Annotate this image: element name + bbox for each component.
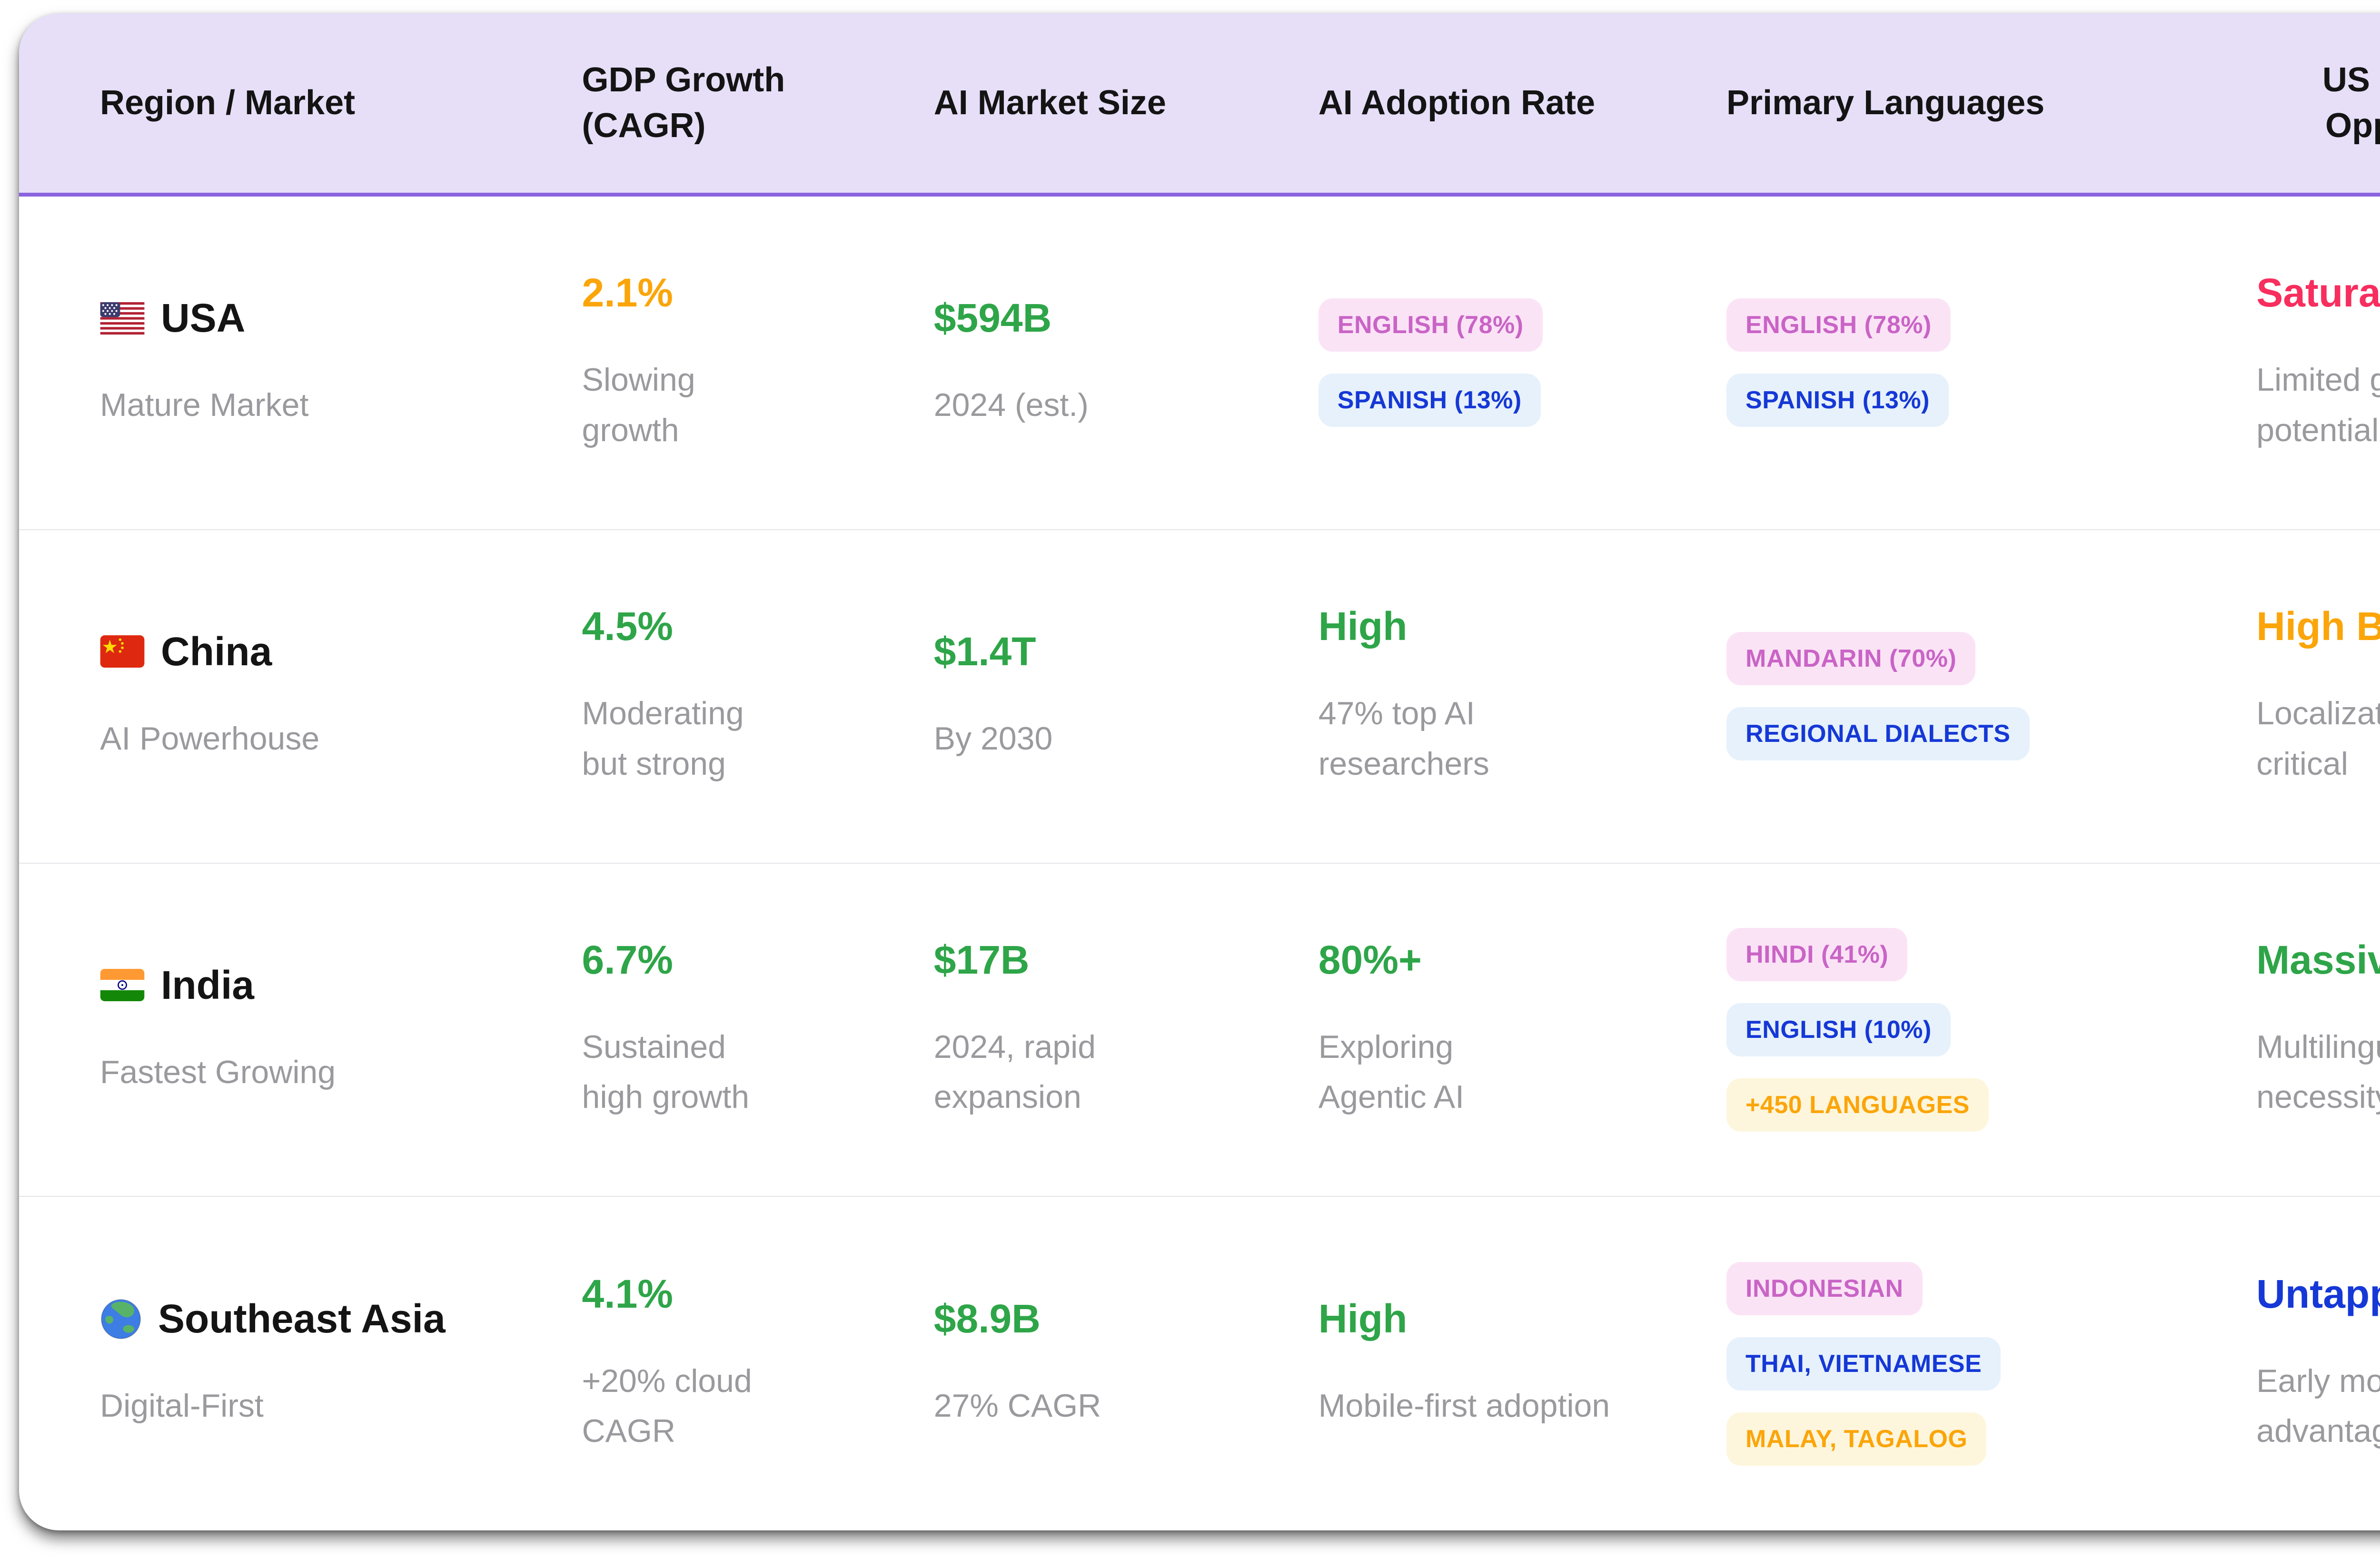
adoption-value: High: [1318, 1296, 1408, 1341]
language-pill: HINDI (41%): [1726, 927, 1908, 981]
india-flag-icon: [100, 969, 145, 1002]
column-header-opportunity: US Software Opportunity: [2322, 61, 2380, 145]
region-name: USA: [161, 296, 246, 341]
market-size-cell: $1.4T By 2030: [934, 530, 1319, 863]
gdp-cell: 4.1% +20% cloud CAGR: [582, 1197, 934, 1530]
adoption-cell: ENGLISH (78%) SPANISH (13%): [1318, 197, 1726, 529]
opportunity-value: Untapped: [2256, 1271, 2380, 1316]
table-row: China AI Powerhouse 4.5% Moderating but str…: [19, 530, 2380, 864]
market-size-value: $594B: [933, 296, 1052, 341]
globe-icon: [100, 1298, 142, 1340]
market-comparison-table: Region / Market GDP Growth (CAGR) AI Mar…: [19, 13, 2380, 1530]
adoption-subtitle: Exploring Agentic AI: [1318, 1028, 1464, 1115]
gdp-value: 6.7%: [582, 937, 673, 982]
market-size-value: $17B: [933, 937, 1030, 982]
adoption-cell: High Mobile-first adoption: [1319, 1197, 1726, 1530]
language-pill: ENGLISH (10%): [1726, 1003, 1951, 1056]
column-header-languages: Primary Languages: [1726, 83, 2045, 122]
opportunity-subtitle: Multilingual necessity: [2256, 1028, 2380, 1115]
gdp-subtitle: +20% cloud CAGR: [582, 1362, 752, 1450]
column-header-market-size: AI Market Size: [933, 83, 1166, 122]
usa-flag-icon: [100, 302, 145, 335]
languages-cell: ENGLISH (78%) SPANISH (13%): [1726, 197, 2256, 529]
language-pill: SPANISH (13%): [1726, 374, 1949, 427]
market-size-subtitle: By 2030: [933, 720, 1053, 757]
languages-cell: INDONESIAN THAI, VIETNAMESE MALAY, TAGALOG: [1726, 1197, 2256, 1530]
opportunity-subtitle: Localization critical: [2256, 695, 2380, 782]
market-size-subtitle: 2024, rapid expansion: [933, 1028, 1096, 1115]
market-size-value: $8.9B: [933, 1296, 1041, 1341]
opportunity-subtitle: Early mover advantage: [2256, 1362, 2380, 1450]
table-row: USA Mature Market 2.1% Slowing growth $594B 2…: [19, 197, 2380, 530]
table-row: India Fastest Growing 6.7% Sustained high g…: [19, 864, 2380, 1197]
language-pill: MALAY, TAGALOG: [1726, 1412, 1987, 1466]
language-pill: ENGLISH (78%): [1726, 298, 1951, 352]
opportunity-cell: Untapped Early mover advantage: [2256, 1197, 2380, 1530]
region-cell: Southeast Asia Digital-First: [19, 1197, 582, 1530]
region-name: Southeast Asia: [158, 1296, 446, 1341]
market-size-cell: $17B 2024, rapid expansion: [934, 864, 1319, 1196]
gdp-value: 4.5%: [582, 604, 673, 649]
opportunity-value: High Barrier: [2256, 604, 2380, 649]
opportunity-value: Massive: [2256, 937, 2380, 982]
column-header-adoption: AI Adoption Rate: [1318, 83, 1596, 122]
adoption-value: 80%+: [1318, 937, 1422, 982]
column-header-gdp: GDP Growth (CAGR): [582, 61, 785, 145]
gdp-subtitle: Sustained high growth: [582, 1028, 750, 1115]
region-cell: USA Mature Market: [19, 197, 582, 529]
region-name: India: [161, 962, 255, 1007]
region-subtitle: Fastest Growing: [100, 1054, 336, 1090]
language-pill-group: ENGLISH (78%) SPANISH (13%): [1318, 298, 1543, 427]
adoption-cell: 80%+ Exploring Agentic AI: [1319, 864, 1726, 1196]
gdp-cell: 2.1% Slowing growth: [582, 197, 934, 529]
language-pill-group: MANDARIN (70%) REGIONAL DIALECTS: [1726, 632, 2030, 761]
gdp-cell: 4.5% Moderating but strong: [582, 530, 934, 863]
adoption-value: High: [1318, 604, 1408, 649]
opportunity-cell: Massive Multilingual necessity: [2256, 864, 2380, 1196]
adoption-cell: High 47% top AI researchers: [1319, 530, 1726, 863]
market-size-cell: $594B 2024 (est.): [934, 197, 1319, 529]
region-subtitle: Mature Market: [100, 387, 309, 424]
adoption-subtitle: 47% top AI researchers: [1318, 695, 1489, 782]
region-subtitle: AI Powerhouse: [100, 720, 320, 757]
opportunity-value: Saturated: [2256, 270, 2380, 316]
china-flag-icon: [100, 635, 145, 668]
market-size-cell: $8.9B 27% CAGR: [934, 1197, 1319, 1530]
language-pill: +450 LANGUAGES: [1726, 1078, 1989, 1132]
language-pill: MANDARIN (70%): [1726, 632, 1976, 686]
market-size-subtitle: 2024 (est.): [933, 387, 1089, 424]
language-pill: THAI, VIETNAMESE: [1726, 1337, 2001, 1390]
column-header-region: Region / Market: [100, 83, 356, 122]
gdp-cell: 6.7% Sustained high growth: [582, 864, 934, 1196]
language-pill-group: INDONESIAN THAI, VIETNAMESE MALAY, TAGALOG: [1726, 1262, 2001, 1466]
gdp-subtitle: Moderating but strong: [582, 695, 744, 782]
language-pill: SPANISH (13%): [1318, 374, 1541, 427]
gdp-subtitle: Slowing growth: [582, 362, 695, 448]
region-subtitle: Digital-First: [100, 1388, 264, 1424]
opportunity-subtitle: Limited growth potential: [2256, 362, 2380, 448]
table-row: Southeast Asia Digital-First 4.1% +20% clou…: [19, 1197, 2380, 1530]
languages-cell: MANDARIN (70%) REGIONAL DIALECTS: [1726, 530, 2256, 863]
market-size-subtitle: 27% CAGR: [933, 1388, 1101, 1424]
opportunity-cell: High Barrier Localization critical: [2256, 530, 2380, 863]
adoption-subtitle: Mobile-first adoption: [1318, 1388, 1610, 1424]
market-size-value: $1.4T: [933, 629, 1036, 674]
language-pill: REGIONAL DIALECTS: [1726, 707, 2030, 761]
gdp-value: 4.1%: [582, 1271, 673, 1316]
region-name: China: [161, 629, 272, 674]
gdp-value: 2.1%: [582, 270, 673, 316]
language-pill: INDONESIAN: [1726, 1262, 1923, 1315]
region-cell: India Fastest Growing: [19, 864, 582, 1196]
region-cell: China AI Powerhouse: [19, 530, 582, 863]
table-header: Region / Market GDP Growth (CAGR) AI Mar…: [19, 13, 2380, 197]
language-pill-group: ENGLISH (78%) SPANISH (13%): [1726, 298, 1951, 427]
language-pill: ENGLISH (78%): [1318, 298, 1543, 352]
language-pill-group: HINDI (41%) ENGLISH (10%) +450 LANGUAGES: [1726, 927, 1989, 1132]
languages-cell: HINDI (41%) ENGLISH (10%) +450 LANGUAGES: [1726, 864, 2256, 1196]
opportunity-cell: Saturated Limited growth potential: [2256, 197, 2380, 529]
